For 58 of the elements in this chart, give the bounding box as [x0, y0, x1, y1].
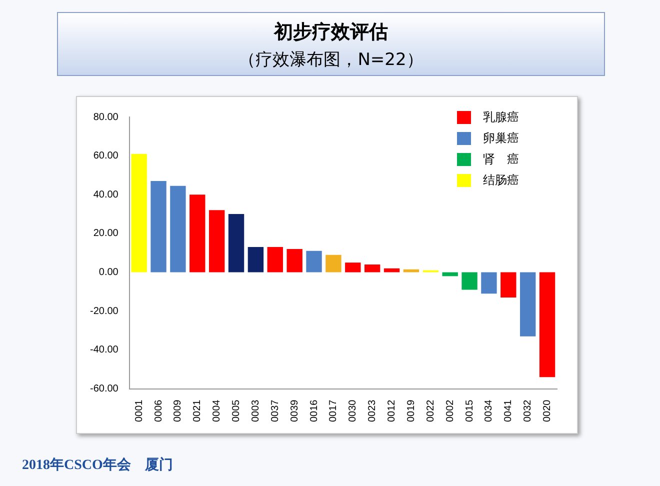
bar: [248, 247, 264, 272]
bar: [306, 250, 322, 272]
x-tick-label: 0005: [231, 399, 242, 422]
x-tick-label: 0034: [484, 399, 495, 422]
x-tick-label: 0002: [444, 399, 456, 422]
x-tick-label: 0016: [308, 399, 320, 422]
bar: [267, 247, 283, 272]
x-tick-label: 0023: [367, 399, 378, 422]
x-tick-label: 0021: [192, 399, 204, 422]
x-tick-label: 0039: [289, 399, 300, 422]
y-tick-label: -20.00: [90, 306, 119, 317]
bar: [500, 272, 516, 298]
bar: [286, 248, 302, 272]
chart-title: 初步疗效评估: [272, 20, 389, 45]
bar: [442, 272, 458, 276]
y-tick-label: -40.00: [90, 344, 119, 356]
x-tick-label: 0041: [503, 399, 514, 422]
y-tick-label: 20.00: [93, 228, 119, 240]
bar: [403, 269, 420, 272]
x-tick-label: 0006: [153, 399, 164, 422]
bar: [150, 181, 166, 272]
y-tick-label: -60.00: [90, 384, 119, 395]
x-tick-label: 0017: [328, 399, 340, 422]
legend-label: 乳腺癌: [483, 109, 519, 126]
bar: [481, 272, 497, 294]
x-tick-label: 0030: [348, 399, 359, 422]
x-tick-label: 0003: [250, 399, 262, 422]
bar: [462, 272, 478, 290]
bar: [228, 214, 244, 272]
y-tick-label: 60.00: [93, 150, 119, 162]
x-tick-label: 0032: [522, 399, 534, 422]
text: 2018年CSCO年会 厦门: [22, 456, 173, 474]
bar: [131, 154, 147, 272]
legend-label: 卵巢癌: [483, 130, 519, 147]
bar: [520, 272, 536, 336]
y-tick-label: 0.00: [98, 267, 119, 278]
bar: [539, 272, 556, 378]
bar: [170, 186, 186, 272]
x-tick-label: 0009: [172, 399, 184, 422]
y-tick-label: 80.00: [93, 112, 119, 123]
bar: [326, 254, 342, 272]
bar: [345, 262, 361, 272]
x-tick-label: 0004: [212, 399, 223, 422]
x-tick-label: 0020: [542, 399, 554, 422]
legend-label: 肾 癌: [483, 151, 519, 168]
chart-subtitle: （疗效瀑布图，N=22）: [238, 49, 424, 71]
x-tick-label: 0022: [425, 399, 436, 422]
bar: [364, 264, 380, 272]
bar: [190, 194, 206, 272]
y-tick-label: 40.00: [93, 189, 119, 200]
x-tick-label: 0037: [270, 399, 281, 422]
x-tick-label: 0012: [386, 399, 398, 422]
x-tick-label: 0019: [406, 399, 417, 422]
bar: [384, 268, 400, 272]
legend-label: 结肠癌: [483, 172, 519, 189]
x-tick-label: 0015: [464, 399, 476, 422]
x-tick-label: 0001: [134, 399, 145, 422]
bar: [208, 210, 225, 272]
